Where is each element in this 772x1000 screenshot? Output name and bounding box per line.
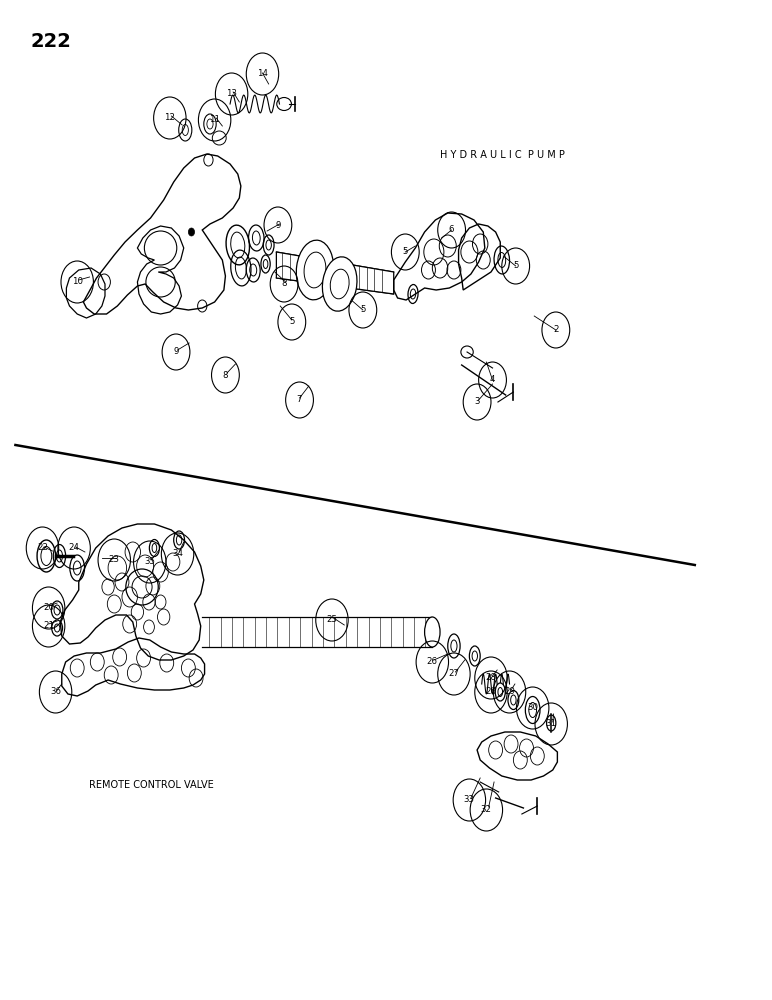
- Circle shape: [188, 228, 195, 236]
- Text: 22: 22: [37, 544, 48, 552]
- Text: 28: 28: [486, 674, 496, 682]
- Text: 7: 7: [296, 395, 303, 404]
- Ellipse shape: [508, 690, 519, 710]
- Text: 20: 20: [43, 603, 54, 612]
- Text: 13: 13: [226, 90, 237, 99]
- Text: 35: 35: [144, 558, 155, 566]
- Text: 33: 33: [464, 796, 475, 804]
- Text: 5: 5: [402, 247, 408, 256]
- Text: 27: 27: [449, 670, 459, 678]
- Ellipse shape: [496, 683, 505, 701]
- Ellipse shape: [323, 257, 357, 311]
- Ellipse shape: [525, 696, 540, 724]
- Polygon shape: [276, 252, 394, 294]
- Text: 14: 14: [257, 70, 268, 79]
- Text: 3: 3: [474, 397, 480, 406]
- Text: REMOTE CONTROL VALVE: REMOTE CONTROL VALVE: [89, 780, 214, 790]
- Text: 10: 10: [72, 277, 83, 286]
- Text: 26: 26: [427, 658, 438, 666]
- Text: 8: 8: [222, 370, 229, 379]
- Ellipse shape: [469, 646, 480, 666]
- Text: 11: 11: [209, 115, 220, 124]
- Text: 26: 26: [486, 688, 496, 696]
- Text: 9: 9: [174, 348, 178, 357]
- Text: 222: 222: [31, 32, 72, 51]
- Text: 9: 9: [276, 221, 280, 230]
- Text: 21: 21: [43, 621, 54, 631]
- Ellipse shape: [425, 617, 440, 647]
- Text: 12: 12: [164, 113, 175, 122]
- Text: H Y D R A U L I C  P U M P: H Y D R A U L I C P U M P: [440, 150, 565, 160]
- Text: 24: 24: [69, 544, 80, 552]
- Text: 36: 36: [50, 688, 61, 696]
- Text: 31: 31: [546, 720, 557, 728]
- Text: 5: 5: [513, 261, 519, 270]
- Text: 8: 8: [281, 279, 287, 288]
- Ellipse shape: [448, 634, 460, 658]
- Text: 30: 30: [527, 704, 538, 712]
- Ellipse shape: [296, 240, 334, 300]
- Text: 5: 5: [289, 318, 295, 326]
- Text: 6: 6: [449, 226, 455, 234]
- Text: 2: 2: [553, 326, 559, 334]
- Text: 29: 29: [504, 688, 515, 696]
- Text: 5: 5: [360, 306, 366, 314]
- Text: 4: 4: [489, 375, 496, 384]
- Text: 23: 23: [109, 556, 120, 564]
- Text: 32: 32: [481, 806, 492, 814]
- Text: 34: 34: [172, 550, 183, 558]
- Text: 25: 25: [327, 615, 337, 624]
